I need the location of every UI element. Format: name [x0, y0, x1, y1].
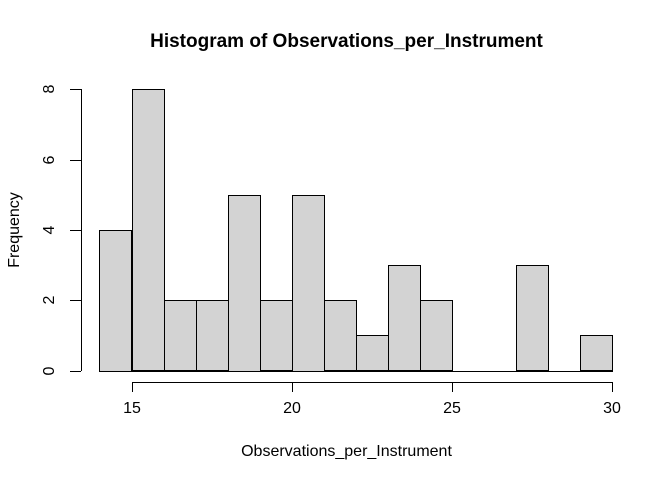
- y-axis-line: [81, 89, 82, 371]
- histogram-bar: [132, 89, 165, 371]
- histogram-bar: [99, 230, 132, 372]
- histogram-bar: [388, 265, 421, 371]
- x-axis-tick: [132, 382, 133, 392]
- histogram-bar: [356, 335, 389, 371]
- x-tick-label: 15: [123, 400, 141, 417]
- histogram-bar: [324, 300, 357, 371]
- histogram-bar: [228, 195, 261, 372]
- x-axis-line: [132, 382, 613, 383]
- x-axis-label: Observations_per_Instrument: [241, 443, 452, 460]
- chart-title: Histogram of Observations_per_Instrument: [150, 31, 543, 52]
- y-axis-tick: [70, 300, 81, 301]
- y-tick-label: 2: [41, 295, 58, 305]
- histogram-bar: [164, 300, 197, 371]
- histogram-bar: [420, 300, 453, 371]
- x-axis-tick: [452, 382, 453, 392]
- histogram-bar: [580, 335, 613, 371]
- x-axis-tick: [292, 382, 293, 392]
- y-tick-label: 4: [41, 225, 58, 235]
- y-tick-label: 8: [41, 84, 58, 94]
- histogram-bar: [196, 300, 229, 371]
- y-axis-label: Frequency: [6, 192, 23, 268]
- x-tick-label: 30: [603, 400, 621, 417]
- x-tick-label: 25: [443, 400, 461, 417]
- y-tick-label: 0: [41, 366, 58, 376]
- y-tick-label: 6: [41, 155, 58, 165]
- x-axis-tick: [612, 382, 613, 392]
- zero-baseline: [99, 371, 613, 372]
- histogram-bar: [516, 265, 549, 371]
- y-axis-tick: [70, 371, 81, 372]
- x-tick-label: 20: [283, 400, 301, 417]
- y-axis-tick: [70, 230, 81, 231]
- y-axis-tick: [70, 89, 81, 90]
- histogram-bar: [292, 195, 325, 372]
- y-axis-tick: [70, 160, 81, 161]
- histogram-bar: [260, 300, 293, 371]
